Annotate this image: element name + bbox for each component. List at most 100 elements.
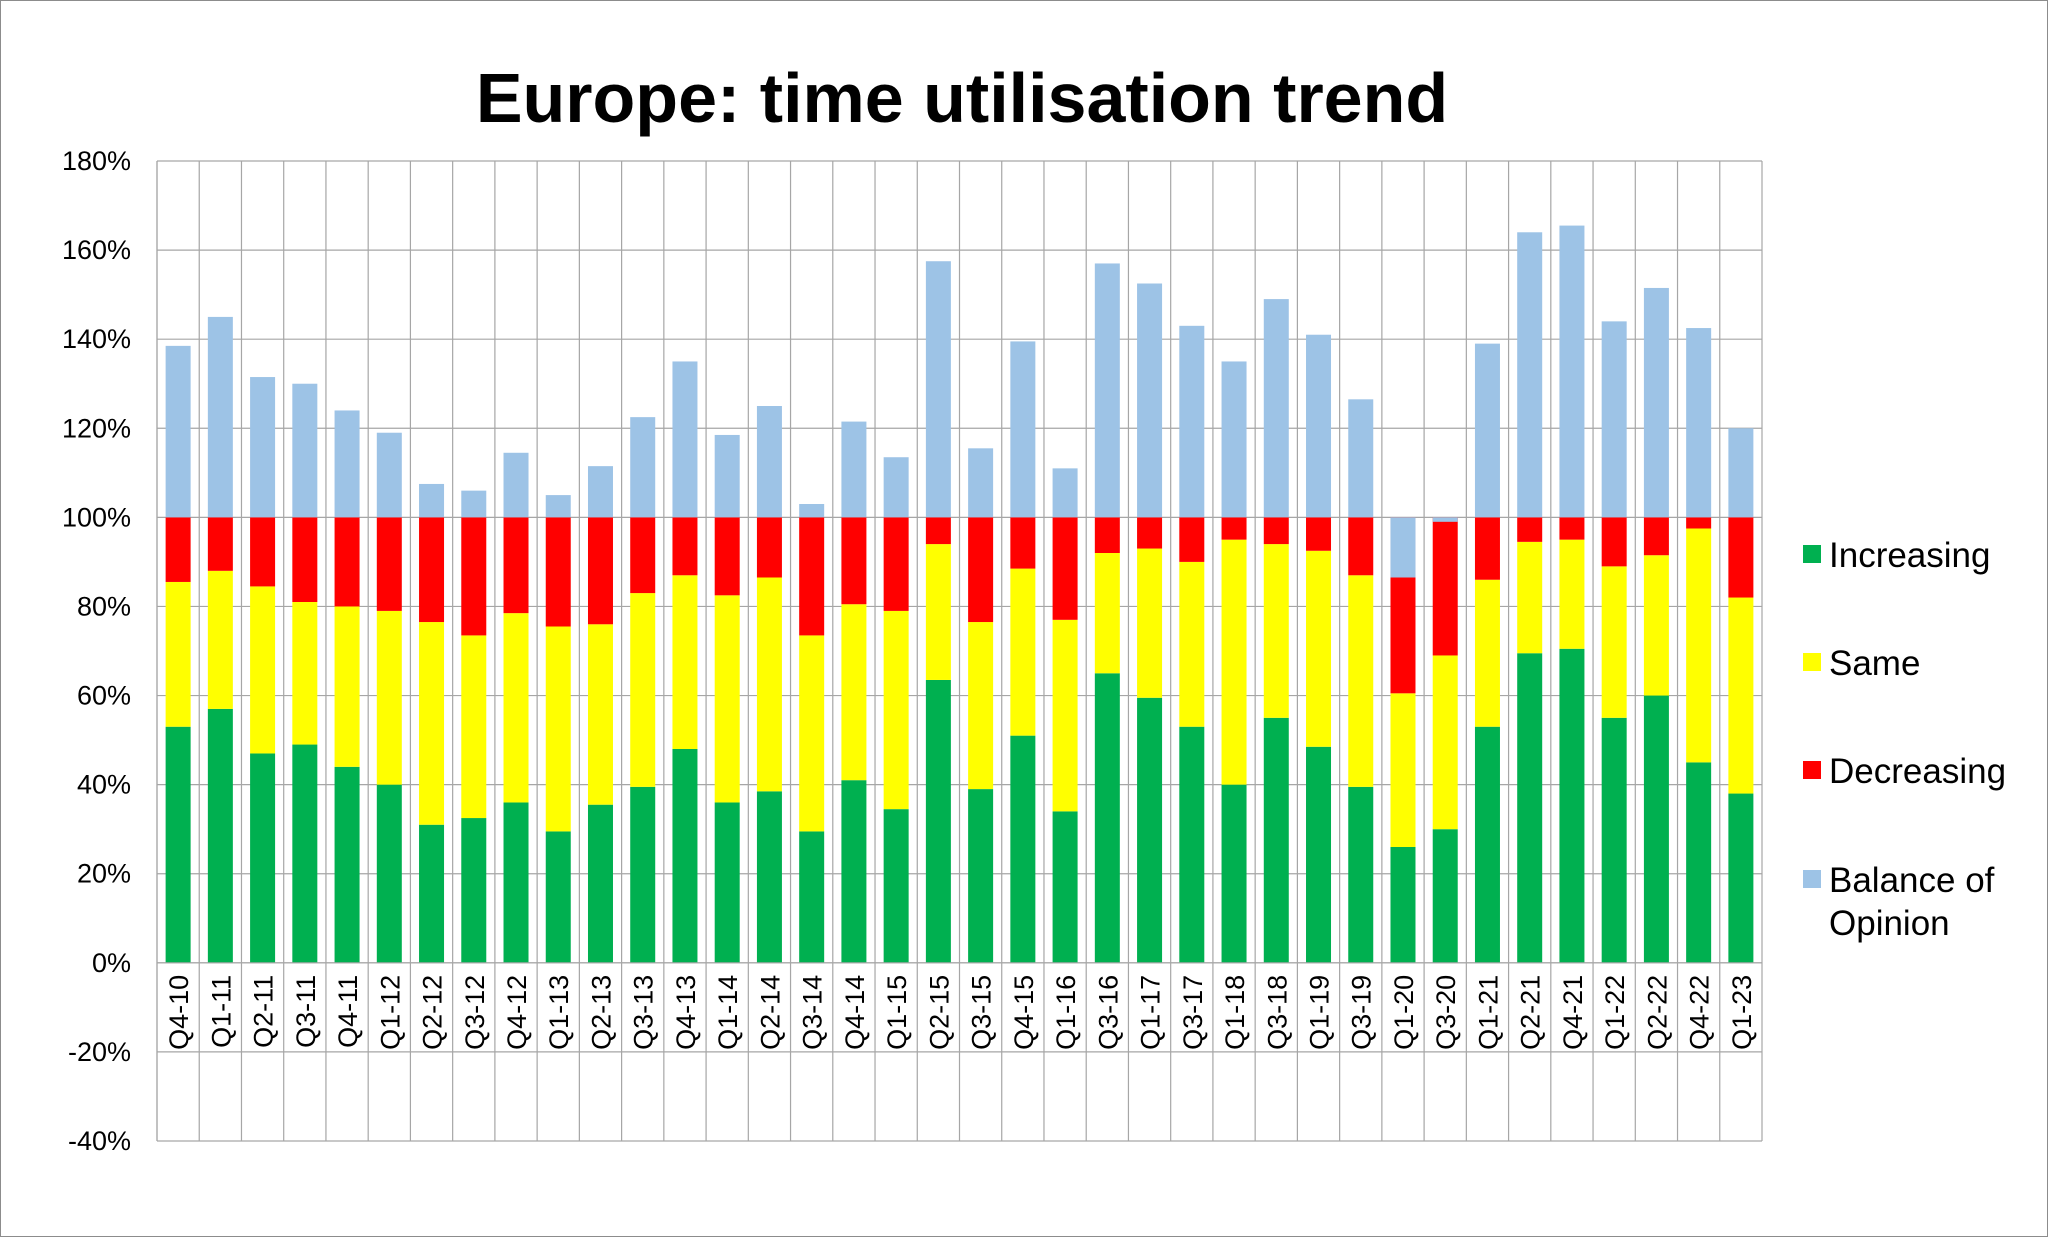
legend: Increasing Same Decreasing Balance of Opinio…	[1803, 536, 2006, 943]
bar-segment	[714, 802, 740, 963]
bar-segment	[1010, 735, 1036, 963]
bar-segment	[165, 581, 191, 727]
bar-segment	[1306, 746, 1332, 963]
x-tick-label: Q4-14	[840, 975, 870, 1050]
bar-segment	[968, 789, 994, 963]
bar-segment	[587, 517, 613, 625]
x-tick-label: Q4-21	[1558, 975, 1588, 1050]
bar-segment	[672, 517, 698, 576]
bar-segment	[545, 517, 571, 627]
bar-segment	[672, 575, 698, 749]
y-tick-label: 160%	[62, 235, 131, 265]
bar-segment	[925, 544, 951, 680]
legend-label: Balance of Opinion	[1829, 861, 1995, 943]
bar-segment	[1559, 225, 1585, 518]
bar-segment	[1474, 343, 1500, 518]
bar-segment	[1179, 517, 1205, 562]
bar-segment	[587, 624, 613, 805]
bar-segment	[250, 517, 276, 587]
x-tick-label: Q3-12	[460, 975, 490, 1050]
bar-segment	[883, 809, 909, 963]
x-tick-label: Q1-11	[206, 975, 236, 1048]
legend-swatch	[1803, 545, 1821, 563]
bar-segment	[925, 517, 951, 545]
y-tick-label: -40%	[68, 1126, 131, 1156]
bar-segment	[334, 410, 360, 518]
x-tick-label: Q4-22	[1685, 975, 1715, 1050]
bar-segment	[1137, 517, 1163, 549]
legend-swatch	[1803, 653, 1821, 671]
bar-segment	[376, 784, 402, 963]
bar-segment	[1474, 579, 1500, 727]
bar-segment	[756, 791, 782, 963]
x-tick-label: Q4-12	[502, 975, 532, 1050]
bar-segment	[714, 517, 740, 596]
x-tick-label: Q4-15	[1009, 975, 1039, 1050]
bar-segment	[292, 517, 318, 602]
bar-segment	[1474, 726, 1500, 963]
bar-segment	[250, 586, 276, 754]
bar-segment	[630, 593, 656, 787]
bar-segment	[841, 780, 867, 963]
bar-segment	[503, 613, 529, 803]
bar-segment	[461, 635, 487, 819]
x-tick-label: Q4-13	[671, 975, 701, 1050]
bar-segment	[334, 606, 360, 767]
x-tick-label: Q3-16	[1093, 975, 1123, 1050]
bar-segment	[672, 361, 698, 518]
bar-segment	[672, 749, 698, 963]
bar-segment	[799, 635, 825, 832]
bar-segment	[1263, 517, 1289, 545]
y-tick-label: 180%	[62, 146, 131, 176]
bar-segment	[1643, 287, 1669, 518]
bar-segment	[1052, 517, 1078, 620]
bar-segment	[799, 831, 825, 963]
bar-segment	[883, 610, 909, 810]
bar-segment	[630, 417, 656, 518]
bar-segment	[1728, 517, 1754, 598]
bar-segment	[756, 577, 782, 792]
x-tick-label: Q1-16	[1051, 975, 1081, 1050]
legend-label: Same	[1829, 644, 1920, 683]
x-tick-label: Q2-15	[924, 975, 954, 1050]
x-tick-label: Q3-15	[967, 975, 997, 1050]
y-tick-label: 120%	[62, 413, 131, 443]
bar-segment	[587, 804, 613, 963]
bar-segment	[1348, 517, 1374, 576]
bar-segment	[334, 766, 360, 963]
bar-segment	[630, 786, 656, 963]
bar-segment	[1517, 517, 1543, 542]
bar-segment	[1686, 328, 1712, 518]
bar-segment	[1601, 566, 1627, 718]
bar-segment	[461, 818, 487, 963]
bar-segment	[1643, 555, 1669, 696]
y-tick-label: 20%	[77, 859, 131, 889]
bar-segment	[1052, 811, 1078, 963]
legend-label: Decreasing	[1829, 752, 2006, 791]
axes: -40% -20% 0% 20% 40% 60% 80% 100% 120% 140% 160% 18…	[62, 146, 1762, 1156]
x-tick-label: Q1-23	[1727, 975, 1757, 1050]
bar-segment	[334, 517, 360, 607]
bar-segment	[250, 377, 276, 518]
bar-segment	[292, 744, 318, 963]
bar-segment	[1348, 399, 1374, 518]
bar-segment	[1728, 793, 1754, 963]
bar-segment	[292, 383, 318, 518]
x-tick-label: Q1-20	[1389, 975, 1419, 1050]
y-tick-label: 0%	[92, 948, 131, 978]
bar-segment	[1137, 548, 1163, 698]
bar-segment	[1221, 784, 1247, 963]
y-tick-label: 80%	[77, 591, 131, 621]
bar-segment	[1643, 695, 1669, 963]
x-tick-label: Q1-14	[713, 975, 743, 1050]
bar-segment	[1179, 561, 1205, 727]
bar-segment	[1728, 597, 1754, 794]
x-tick-label: Q3-17	[1178, 975, 1208, 1050]
bar-segment	[1137, 283, 1163, 518]
bar-segment	[841, 604, 867, 781]
bar-segment	[503, 452, 529, 518]
bar-segment	[1094, 263, 1120, 518]
x-tick-label: Q1-15	[882, 975, 912, 1050]
bar-segment	[1221, 517, 1247, 540]
